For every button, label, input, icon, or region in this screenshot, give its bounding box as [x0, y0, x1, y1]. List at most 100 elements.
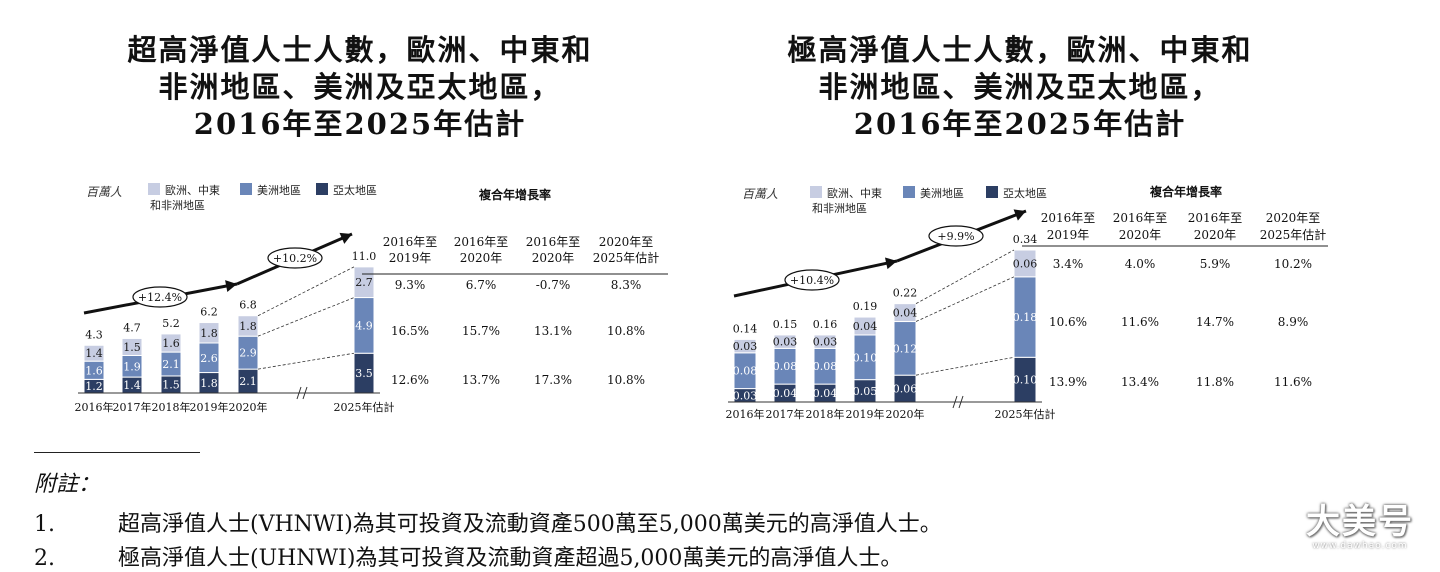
notes-divider: [34, 452, 200, 453]
legend-swatch: [316, 183, 328, 195]
legend-label: 歐洲、中東: [165, 183, 220, 197]
cagr-value: 17.3%: [534, 373, 572, 387]
data-label: 0.12: [893, 342, 918, 355]
data-label: 2.6: [200, 352, 218, 365]
data-label: 0.08: [773, 360, 798, 373]
cagr-header: 2016年至: [454, 235, 509, 249]
legend-swatch: [810, 186, 822, 198]
data-label: 2.7: [355, 276, 373, 289]
data-label: 0.04: [813, 387, 838, 400]
total-label: 0.15: [773, 318, 798, 331]
title-line: 非洲地區、美洲及亞太地區，: [158, 70, 562, 104]
cagr-value: 16.5%: [391, 324, 429, 338]
trend-line: [257, 352, 355, 370]
cagr-header: 2020年: [532, 251, 575, 265]
cagr-header: 2020年: [1194, 228, 1237, 242]
cagr-header: 2020年至: [1266, 211, 1321, 225]
data-label: 0.06: [893, 383, 918, 396]
cagr-value: 9.3%: [395, 278, 426, 292]
title-line: 非洲地區、美洲及亞太地區，: [818, 70, 1222, 104]
data-label: 0.04: [893, 307, 918, 320]
data-label: 0.03: [733, 389, 758, 402]
growth-arrow-head: [339, 232, 352, 244]
data-label: 4.9: [355, 319, 373, 332]
cagr-value: 10.8%: [607, 373, 645, 387]
bar-segment: [1013, 249, 1037, 278]
cagr-value: 10.6%: [1049, 315, 1087, 329]
cagr-value: 6.7%: [466, 278, 497, 292]
cagr-header: 2016年至: [383, 235, 438, 249]
cagr-value: 11.8%: [1196, 375, 1234, 389]
bar-segment: [733, 338, 757, 354]
legend-label: 和非洲地區: [812, 202, 867, 215]
category-label: 2020年: [229, 400, 268, 414]
data-label: 2.1: [239, 375, 257, 388]
total-label: 11.0: [352, 250, 377, 263]
cagr-header: 2019年: [389, 251, 432, 265]
cagr-header: 2016年至: [1188, 211, 1243, 225]
legend-label: 亞太地區: [1003, 187, 1047, 200]
cagr-arrow-label: +10.4%: [790, 274, 834, 287]
axis-break-mark: [296, 386, 302, 400]
cagr-header: 2020年: [460, 251, 503, 265]
cagr-value: 4.0%: [1125, 257, 1156, 271]
category-label: 2016年: [726, 407, 765, 421]
cagr-value: 10.8%: [607, 324, 645, 338]
data-label: 2.1: [162, 358, 180, 371]
data-label: 1.2: [85, 380, 103, 393]
total-label: 0.22: [893, 287, 918, 300]
cagr-value: 14.7%: [1196, 315, 1234, 329]
total-label: 0.14: [733, 322, 758, 335]
data-label: 0.10: [1013, 374, 1038, 387]
note-item: 1. 超高淨值人士(VHNWI)為其可投資及流動資產500萬至5,000萬美元的高…: [34, 506, 942, 538]
note-text: 超高淨值人士(VHNWI)為其可投資及流動資產500萬至5,000萬美元的高淨值…: [118, 512, 942, 537]
bar-segment: [160, 333, 182, 353]
data-label: 1.6: [85, 364, 103, 377]
note-number: 1.: [34, 512, 55, 537]
cagr-value: 13.1%: [534, 324, 572, 338]
data-label: 1.8: [239, 320, 257, 333]
axis-break-mark: [952, 395, 958, 409]
unit-label: 百萬人: [86, 185, 122, 199]
legend-swatch: [148, 183, 160, 195]
total-label: 0.19: [853, 300, 878, 313]
notes-heading: 附註：: [34, 472, 101, 497]
data-label: 0.10: [853, 351, 878, 364]
trend-line: [257, 297, 355, 337]
cagr-table-title: 複合年增長率: [1149, 184, 1222, 199]
cagr-header: 2025年估計: [1260, 227, 1327, 242]
legend-swatch: [986, 186, 998, 198]
category-label: 2020年: [886, 407, 925, 421]
bar-segment: [773, 334, 797, 349]
cagr-oval: [267, 247, 323, 269]
bar-segment: [121, 337, 143, 357]
title-line: 2016年至2025年估計: [193, 107, 527, 141]
data-label: 1.9: [123, 360, 141, 373]
category-label: 2025年估計: [995, 407, 1056, 421]
chart-title-uhnwi: 極高淨值人士人數，歐洲、中東和 非洲地區、美洲及亞太地區， 2016年至2025…: [720, 32, 1320, 143]
data-label: 1.5: [162, 378, 180, 391]
cagr-oval: [928, 225, 984, 247]
data-label: 0.03: [813, 336, 838, 349]
data-label: 1.4: [123, 379, 141, 392]
cagr-arrow-label: +10.2%: [273, 252, 317, 265]
legend-swatch: [903, 186, 915, 198]
total-label: 4.3: [85, 328, 103, 341]
total-label: 0.16: [813, 318, 838, 331]
cagr-value: 13.9%: [1049, 375, 1087, 389]
trend-line: [915, 276, 1015, 322]
cagr-value: 5.9%: [1200, 257, 1231, 271]
data-label: 0.06: [1013, 257, 1038, 270]
cagr-value: -0.7%: [536, 278, 571, 292]
trend-line: [257, 266, 355, 317]
data-label: 1.6: [162, 337, 180, 350]
category-label: 2016年: [75, 400, 114, 414]
watermark-logo: 大美号 www.dawhao.com: [1290, 494, 1430, 551]
cagr-table-title: 複合年增長率: [478, 187, 551, 202]
bar-segment: [893, 303, 917, 323]
watermark-text: 大美号: [1306, 502, 1414, 542]
cagr-value: 12.6%: [391, 373, 429, 387]
cagr-value: 10.2%: [1274, 257, 1312, 271]
cagr-value: 13.7%: [462, 373, 500, 387]
total-label: 6.2: [200, 306, 218, 319]
